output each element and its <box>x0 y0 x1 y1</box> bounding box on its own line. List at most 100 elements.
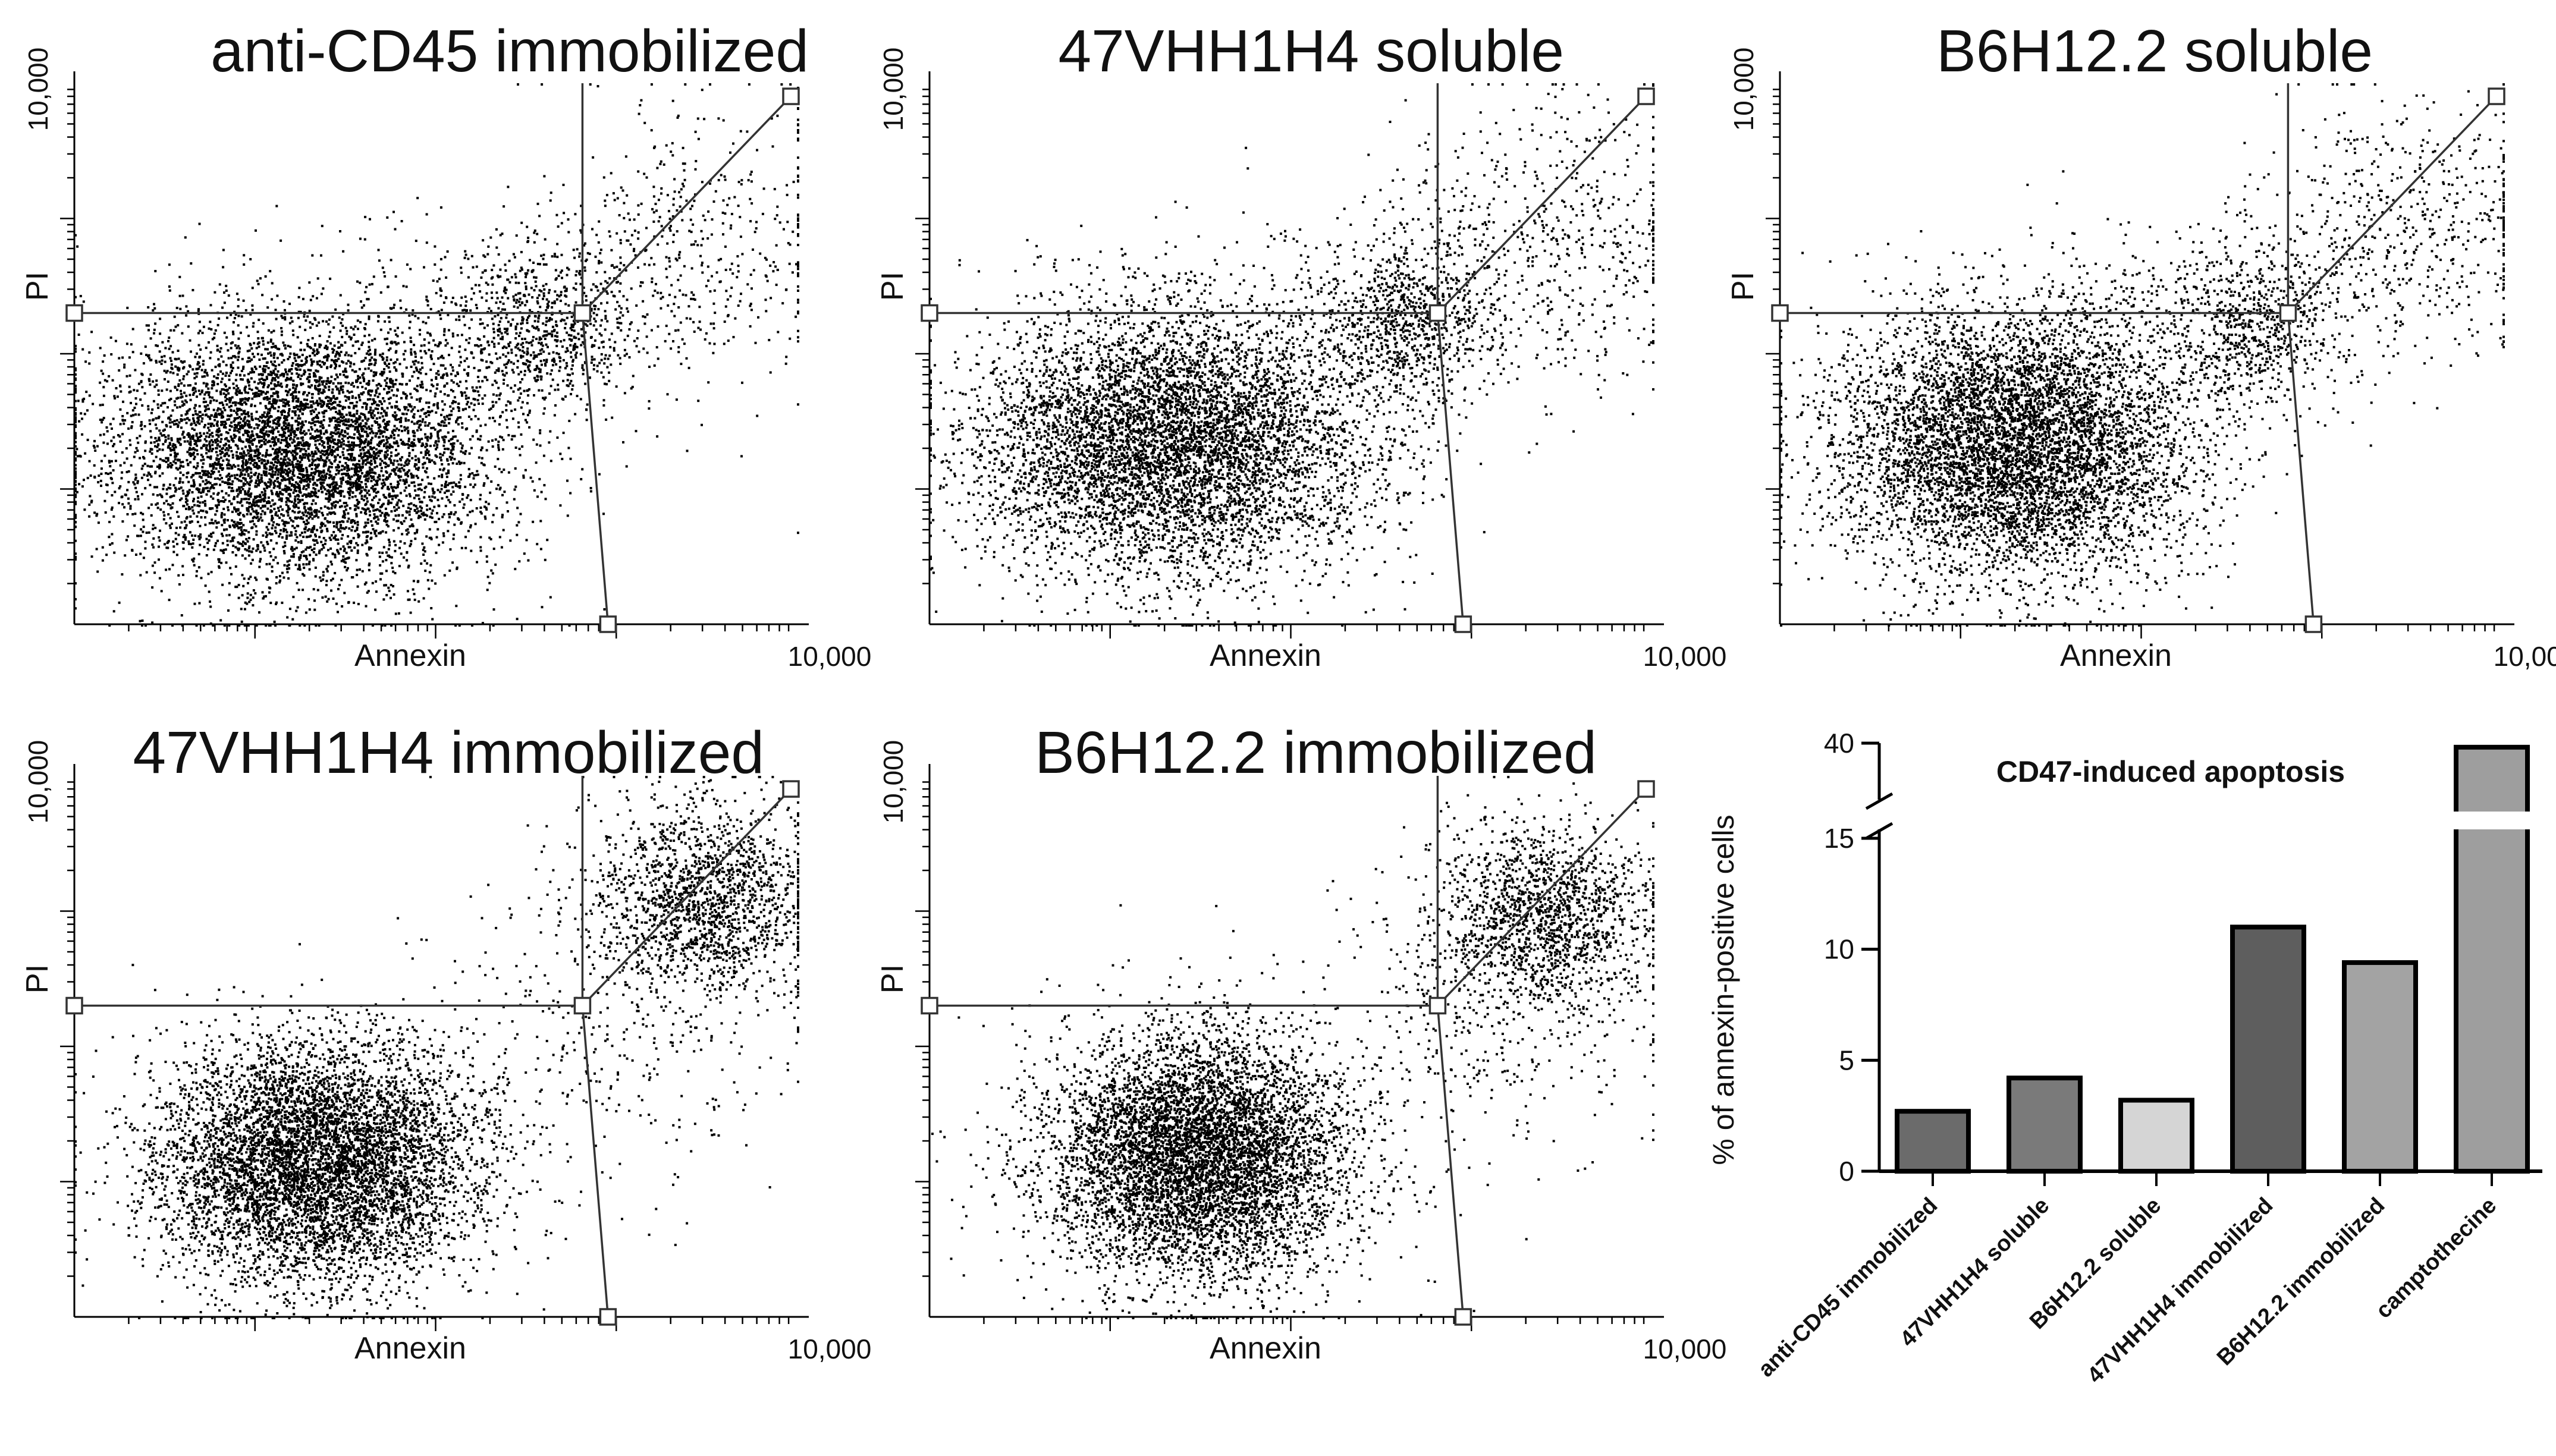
event-dot <box>472 386 474 389</box>
event-dot <box>358 348 360 350</box>
event-dot <box>580 478 582 480</box>
event-dot <box>449 501 451 504</box>
event-dot <box>368 334 370 337</box>
event-dot <box>454 401 457 403</box>
event-dot <box>291 618 294 621</box>
event-dot <box>448 570 451 572</box>
event-dot <box>270 555 272 558</box>
event-dot <box>471 472 473 474</box>
event-dot <box>198 491 200 493</box>
event-dot <box>420 345 423 347</box>
event-dot <box>242 524 244 526</box>
event-dot <box>503 529 505 532</box>
event-dot <box>90 331 93 333</box>
event-dot <box>466 403 468 405</box>
event-dot <box>475 415 477 417</box>
event-dot <box>341 438 344 440</box>
event-dot <box>479 494 482 496</box>
event-dot <box>353 437 355 439</box>
event-dot <box>256 504 258 507</box>
event-dot <box>101 370 103 372</box>
event-dot <box>111 508 113 511</box>
event-dot <box>363 304 365 307</box>
event-dot <box>229 401 231 404</box>
event-dot <box>443 422 445 424</box>
event-dot <box>210 328 212 331</box>
event-dot <box>466 357 468 360</box>
event-dot <box>539 445 542 447</box>
event-dot <box>635 430 638 432</box>
event-dot <box>453 482 455 484</box>
event-dot <box>165 493 168 495</box>
event-dot <box>215 412 217 414</box>
event-dot <box>262 340 265 342</box>
event-dot <box>159 458 162 460</box>
event-dot <box>191 546 193 549</box>
event-dot <box>372 379 375 382</box>
event-dot <box>227 540 229 542</box>
event-dot <box>199 405 201 407</box>
event-dot <box>309 433 312 435</box>
event-dot <box>153 329 156 331</box>
event-dot <box>230 409 232 411</box>
event-dot <box>539 432 541 435</box>
event-dot <box>408 315 410 317</box>
event-dot <box>260 474 263 476</box>
event-dot <box>204 516 206 518</box>
event-dot <box>178 534 180 536</box>
event-dot <box>340 579 343 581</box>
event-dot <box>323 433 325 435</box>
event-dot <box>452 407 454 410</box>
event-dot <box>377 320 379 322</box>
event-dot <box>390 597 392 599</box>
event-dot <box>173 423 175 426</box>
event-dot <box>441 516 444 518</box>
event-dot <box>189 339 191 342</box>
event-dot <box>477 473 479 476</box>
event-dot <box>313 599 316 602</box>
event-dot <box>387 587 390 589</box>
event-dot <box>458 482 460 484</box>
event-dot <box>425 401 428 404</box>
event-dot <box>353 444 355 446</box>
event-dot <box>144 425 146 427</box>
event-dot <box>175 532 177 534</box>
event-dot <box>102 559 104 562</box>
event-dot <box>379 458 382 460</box>
event-dot <box>121 433 124 435</box>
event-dot <box>203 401 205 403</box>
event-dot <box>202 470 205 473</box>
event-dot <box>452 369 454 372</box>
event-dot <box>196 445 198 447</box>
event-dot <box>443 451 445 454</box>
event-dot <box>392 489 394 492</box>
event-dot <box>250 599 252 601</box>
event-dot <box>159 332 161 335</box>
event-dot <box>477 399 479 401</box>
event-dot <box>221 307 224 309</box>
event-dot <box>365 388 367 390</box>
event-dot <box>338 316 341 319</box>
event-dot <box>268 523 271 525</box>
event-dot <box>172 351 174 354</box>
event-dot <box>81 348 84 351</box>
event-dot <box>347 520 349 523</box>
event-dot <box>230 490 233 492</box>
event-dot <box>109 465 111 467</box>
event-dot <box>306 502 308 505</box>
event-dot <box>337 421 339 423</box>
event-dot <box>326 513 329 515</box>
event-dot <box>252 548 255 550</box>
event-dot <box>539 520 542 522</box>
event-dot <box>159 350 161 353</box>
event-dot <box>234 344 237 347</box>
event-dot <box>466 514 469 516</box>
event-dot <box>419 423 422 426</box>
event-dot <box>392 518 395 521</box>
event-dot <box>461 334 463 336</box>
event-dot <box>237 298 240 301</box>
event-dot <box>450 410 453 413</box>
event-dot <box>165 500 168 502</box>
event-dot <box>309 561 311 563</box>
event-dot <box>77 400 80 402</box>
